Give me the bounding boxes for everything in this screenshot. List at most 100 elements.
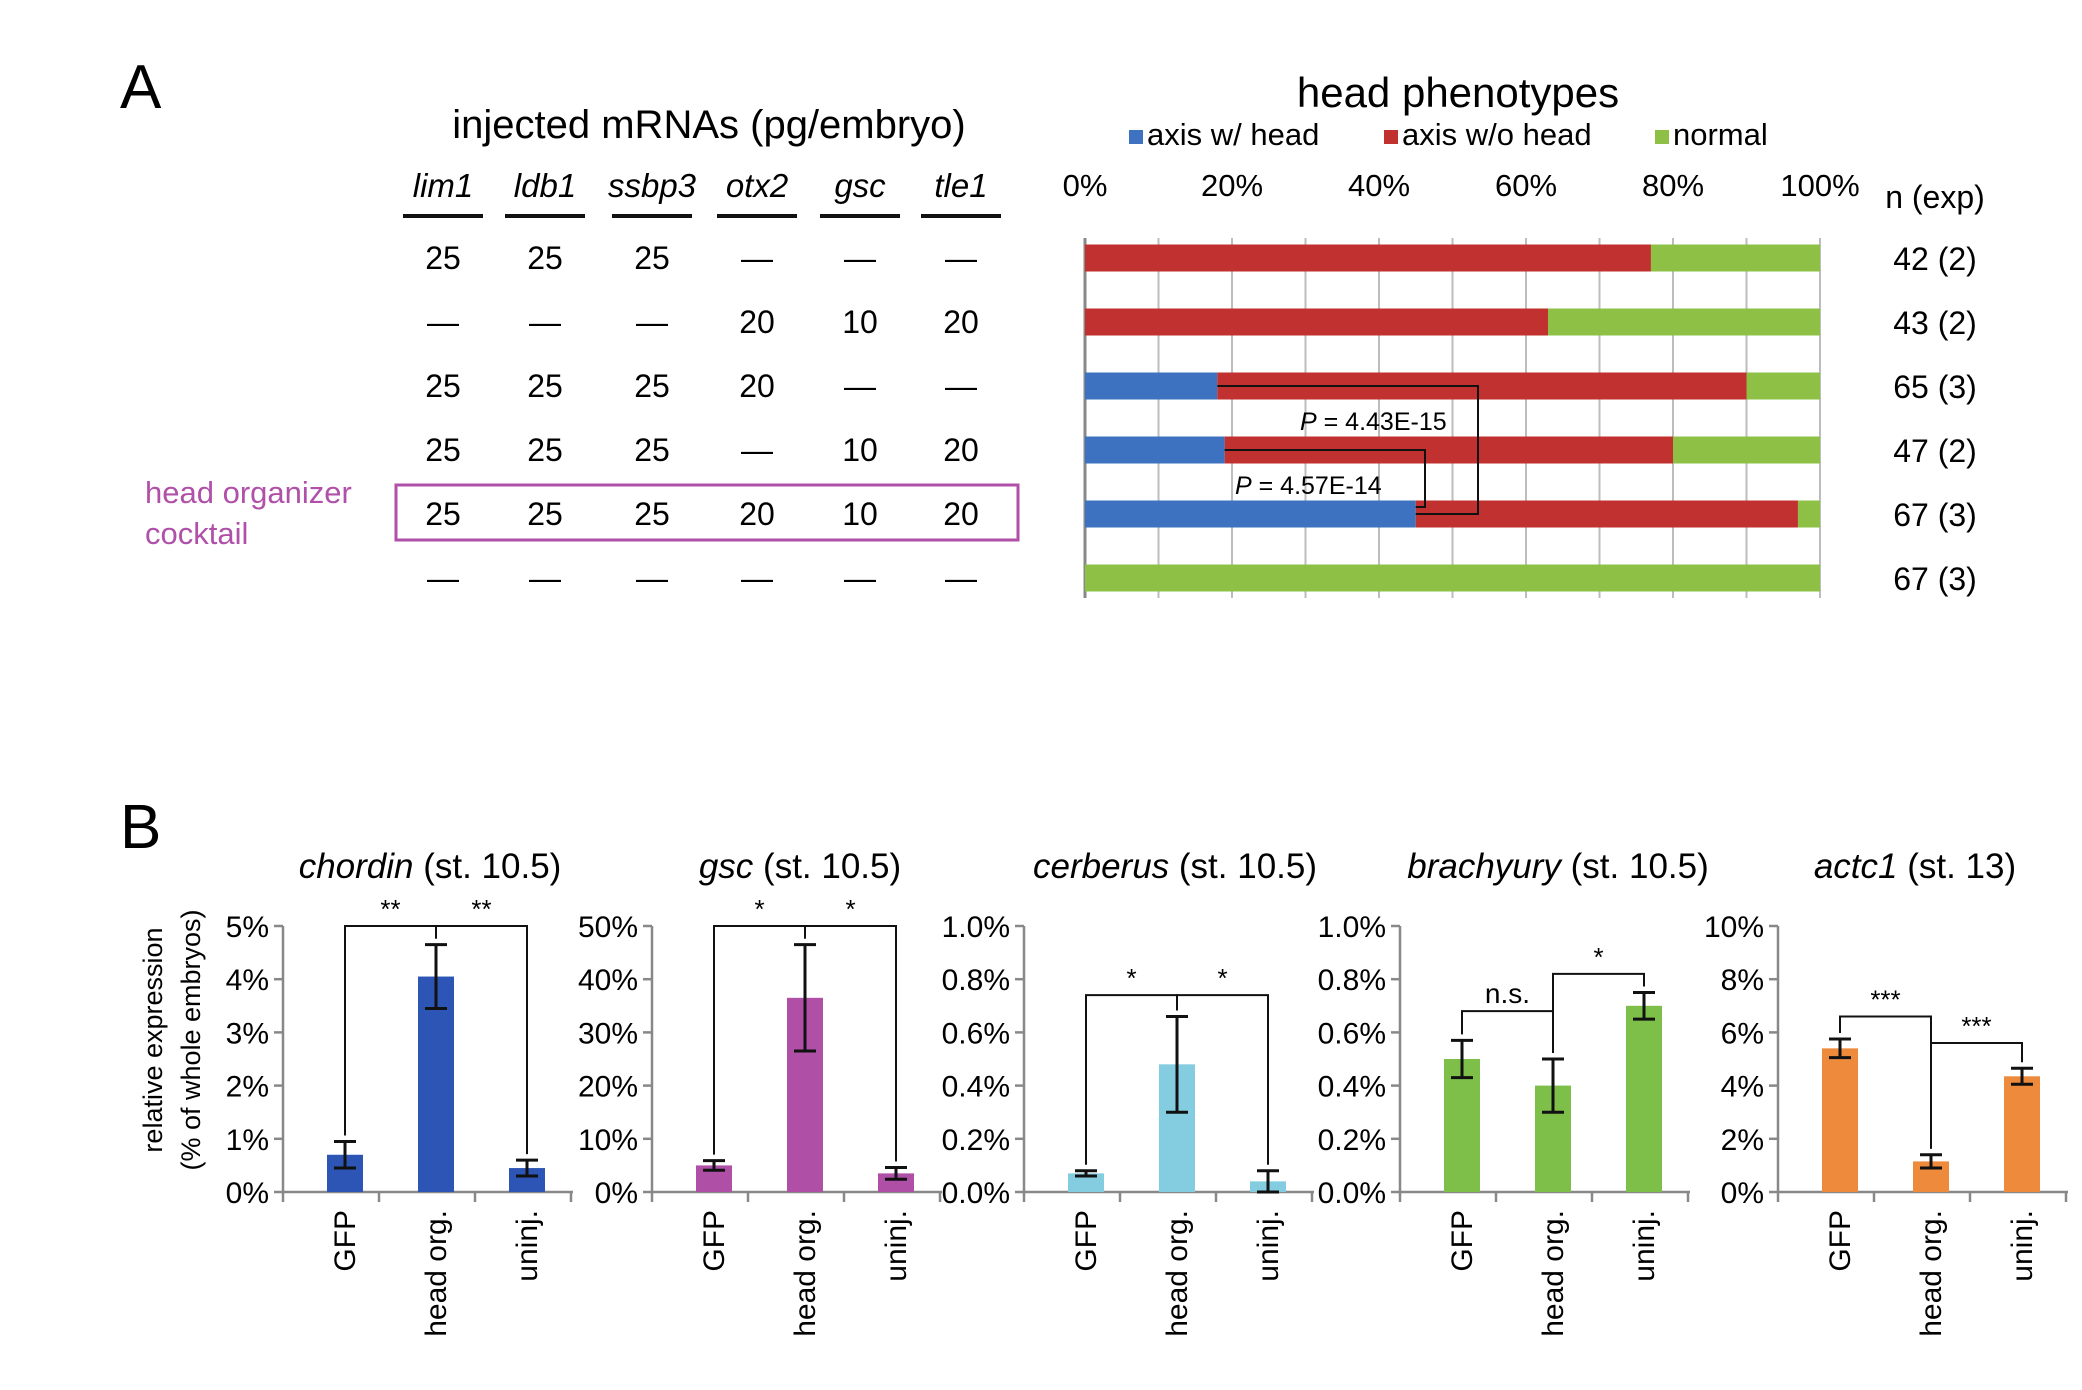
table-cell: — [844,560,876,596]
table-cell: 20 [739,304,775,340]
legend-label: axis w/o head [1402,117,1592,152]
category-label: head org. [420,1210,453,1337]
sig-bracket [1176,994,1269,1165]
y-tick-label: 0.4% [942,1071,1010,1104]
y-tick-label: 8% [1721,964,1764,997]
sig-label: * [1126,963,1136,993]
legend-swatch [1129,130,1143,144]
highlight-label-line1: head organizer [145,475,352,510]
y-tick-label: 50% [578,911,638,944]
bar [1068,1173,1104,1192]
table-cell: — [529,560,561,596]
legend-swatch [1384,130,1398,144]
category-label: GFP [1446,1210,1479,1272]
bar-normal [1673,436,1820,464]
phenotype-chart-title: head phenotypes [1297,69,1619,116]
x-tick-label: 80% [1642,168,1704,203]
y-tick-label: 0% [1721,1177,1764,1210]
gene-header-ssbp3: ssbp3 [608,167,697,204]
bar-chart-cerberus: cerberus (st. 10.5) 0.0% 0.2% 0.4% 0.6% 0.8% 1… [942,847,1317,1337]
n-exp-value: 47 (2) [1893,433,1977,469]
highlight-label-line2: cocktail [145,516,248,551]
category-label: head org. [1915,1210,1948,1337]
y-tick-label: 4% [1721,1071,1764,1104]
y-tick-label: 10% [1704,911,1764,944]
y-tick-label: 4% [226,964,269,997]
table-cell: 20 [943,432,979,468]
category-label: uninj. [1628,1210,1661,1282]
bar [418,976,454,1192]
y-tick-label: 0.8% [1318,964,1386,997]
table-cell: 25 [634,496,670,532]
table-cell: — [945,368,977,404]
gene-header-otx2: otx2 [726,167,788,204]
bar-axis-w--head [1085,436,1225,464]
table-cell: — [636,560,668,596]
legend-swatch [1655,130,1669,144]
bar-chart-chordin: chordin (st. 10.5) 0% 1% 2% 3% 4% 5% GFP head or… [226,847,573,1337]
table-cell: 25 [527,368,563,404]
y-tick-label: 1% [226,1124,269,1157]
gene-header-ldb1: ldb1 [514,167,576,204]
head-organizer-highlight-box [394,483,1020,542]
bar-axis-w-o-head [1085,244,1651,272]
table-cell: — [945,560,977,596]
table-cell: 20 [943,304,979,340]
table-cell: 20 [943,496,979,532]
sig-bracket [1552,972,1645,1053]
y-tick-label: 0.2% [1318,1124,1386,1157]
sig-bracket [1461,1010,1554,1053]
bar [1444,1059,1480,1192]
category-label: uninj. [2006,1210,2039,1282]
table-cell: 20 [739,368,775,404]
bar-normal [1797,500,1820,528]
x-tick-label: 60% [1495,168,1557,203]
x-tick-label: 0% [1063,168,1108,203]
bar-axis-w-o-head [1415,500,1798,528]
y-tick-label: 0.0% [942,1177,1010,1210]
y-tick-label: 10% [578,1124,638,1157]
table-cell: — [427,560,459,596]
category-label: head org. [1537,1210,1570,1337]
y-tick-label: 1.0% [942,911,1010,944]
y-tick-label: 2% [226,1071,269,1104]
x-tick-label: 40% [1348,168,1410,203]
n-exp-value: 43 (2) [1893,305,1977,341]
y-tick-label: 3% [226,1017,269,1050]
y-tick-label: 0.8% [942,964,1010,997]
chart-title: cerberus (st. 10.5) [1033,847,1317,886]
n-exp-value: 42 (2) [1893,241,1977,277]
chart-title: actc1 (st. 13) [1814,847,2016,886]
table-cell: — [741,560,773,596]
bar [1626,1005,1662,1192]
y-tick-label: 30% [578,1017,638,1050]
n-exp-value: 67 (3) [1893,561,1977,597]
sig-label: * [1217,963,1227,993]
expression-y-axis-label: relative expression (% of whole embryos) [138,909,206,1170]
y-tick-label: 6% [1721,1017,1764,1050]
panel-b-label-text: B [120,793,161,862]
y-label-line2: (% of whole embryos) [176,909,206,1170]
bar-axis-w--head [1085,372,1218,400]
bar-chart-brachyury: brachyury (st. 10.5) 0.0% 0.2% 0.4% 0.6% 0.8%… [1318,847,1709,1337]
table-cell: — [636,304,668,340]
phenotype-legend: axis w/ head axis w/o head normal [1129,117,1768,152]
y-label-line1: relative expression [138,927,168,1152]
table-cell: 25 [527,496,563,532]
sig-label: * [754,894,764,924]
table-cell: — [844,240,876,276]
table-cell: 10 [842,432,878,468]
category-label: GFP [1070,1210,1103,1272]
table-cell: 10 [842,304,878,340]
table-cell: 25 [425,240,461,276]
sig-label: *** [1961,1011,1991,1041]
table-cell: 25 [634,240,670,276]
bar-normal [1650,244,1820,272]
bar-normal [1746,372,1820,400]
gene-header-gsc: gsc [834,167,886,204]
bar [2004,1076,2040,1192]
category-label: uninj. [1252,1210,1285,1282]
sig-label: * [1593,942,1603,972]
category-label: uninj. [511,1210,544,1282]
